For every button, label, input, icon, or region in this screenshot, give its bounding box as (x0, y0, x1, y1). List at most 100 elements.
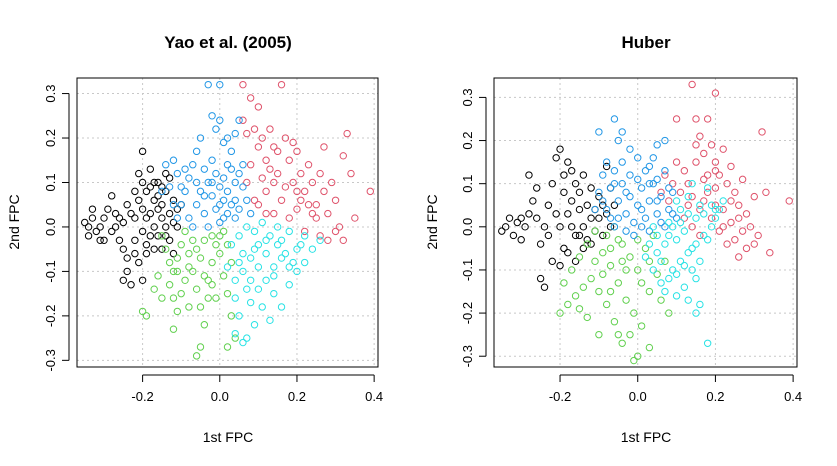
data-point (169, 218, 178, 227)
data-point (235, 232, 243, 240)
data-point (711, 205, 720, 214)
data-point (138, 227, 147, 236)
data-point (684, 296, 692, 304)
data-point (668, 179, 677, 188)
data-point (339, 236, 347, 244)
data-point (665, 184, 673, 192)
data-point (583, 240, 591, 248)
data-point (602, 162, 611, 171)
data-point (200, 209, 209, 218)
data-point (738, 227, 747, 235)
data-point (173, 205, 182, 213)
data-point (273, 169, 282, 178)
data-point (610, 223, 619, 231)
data-point (641, 214, 650, 222)
data-point (533, 184, 541, 192)
data-point (544, 231, 553, 240)
data-point (300, 232, 309, 240)
data-point (579, 171, 588, 179)
data-point (246, 209, 255, 218)
data-point (583, 201, 591, 209)
data-point (657, 218, 665, 227)
data-point (533, 214, 541, 222)
data-point (231, 214, 239, 222)
data-point (100, 214, 108, 222)
data-point (684, 210, 692, 218)
grid (494, 78, 797, 367)
data-point (723, 240, 731, 248)
data-point (158, 294, 166, 302)
data-point (676, 205, 685, 214)
data-point (672, 292, 681, 300)
data-point (181, 227, 189, 236)
data-point (517, 214, 525, 222)
data-point (208, 178, 216, 187)
data-point (509, 231, 518, 240)
data-point (273, 223, 282, 231)
data-point (127, 209, 135, 218)
data-point (641, 244, 650, 253)
data-point (216, 116, 224, 124)
data-point (192, 201, 201, 209)
data-point (587, 240, 595, 248)
data-point (703, 171, 712, 179)
data-point (235, 258, 243, 267)
data-point (262, 249, 270, 258)
data-point (630, 218, 638, 227)
data-point (154, 232, 162, 240)
data-point (567, 266, 576, 274)
data-point (158, 201, 166, 209)
data-point (637, 184, 646, 192)
data-point (212, 294, 220, 302)
plot-frame (493, 77, 798, 368)
data-point (239, 80, 247, 89)
data-point (277, 80, 286, 89)
scatter-panel-huber: Huber -0.2 0.0 0.2 0.4 -0.3 -0.2 -0.1 0.0 0.1 0.2… (424, 33, 802, 445)
data-point (719, 205, 727, 214)
data-point (766, 248, 774, 257)
data-point (300, 227, 309, 236)
data-point (564, 248, 572, 257)
data-point (668, 210, 677, 218)
data-point (169, 294, 178, 302)
data-point (297, 169, 305, 178)
data-points (498, 80, 793, 365)
data-point (622, 227, 630, 235)
data-point (223, 343, 232, 351)
data-point (297, 196, 305, 204)
data-point (173, 214, 182, 222)
x-tick-label: 0.4 (784, 389, 802, 404)
data-point (231, 294, 239, 302)
data-point (258, 303, 266, 311)
data-point (571, 292, 580, 300)
data-point (715, 171, 724, 179)
data-point (281, 134, 290, 142)
data-point (243, 334, 251, 342)
data-point (657, 188, 665, 197)
data-point (742, 210, 751, 218)
data-point (227, 201, 236, 209)
data-point (661, 287, 669, 296)
data-point (645, 343, 654, 352)
data-point (227, 147, 236, 156)
data-point (165, 258, 174, 267)
data-point (711, 89, 720, 97)
data-point (602, 158, 611, 166)
data-point (331, 196, 340, 204)
data-point (204, 80, 212, 89)
data-point (239, 338, 247, 347)
data-point (665, 218, 673, 227)
data-point (688, 192, 696, 201)
data-point (212, 205, 220, 213)
x-tick-label: 0.0 (629, 389, 647, 404)
data-point (630, 231, 638, 240)
data-point (331, 227, 340, 236)
data-point (324, 236, 332, 244)
data-point (622, 266, 630, 274)
data-point (173, 223, 182, 231)
data-point (84, 232, 93, 240)
data-point (731, 188, 739, 197)
data-point (154, 272, 162, 280)
data-point (552, 154, 560, 162)
data-point (672, 214, 681, 222)
